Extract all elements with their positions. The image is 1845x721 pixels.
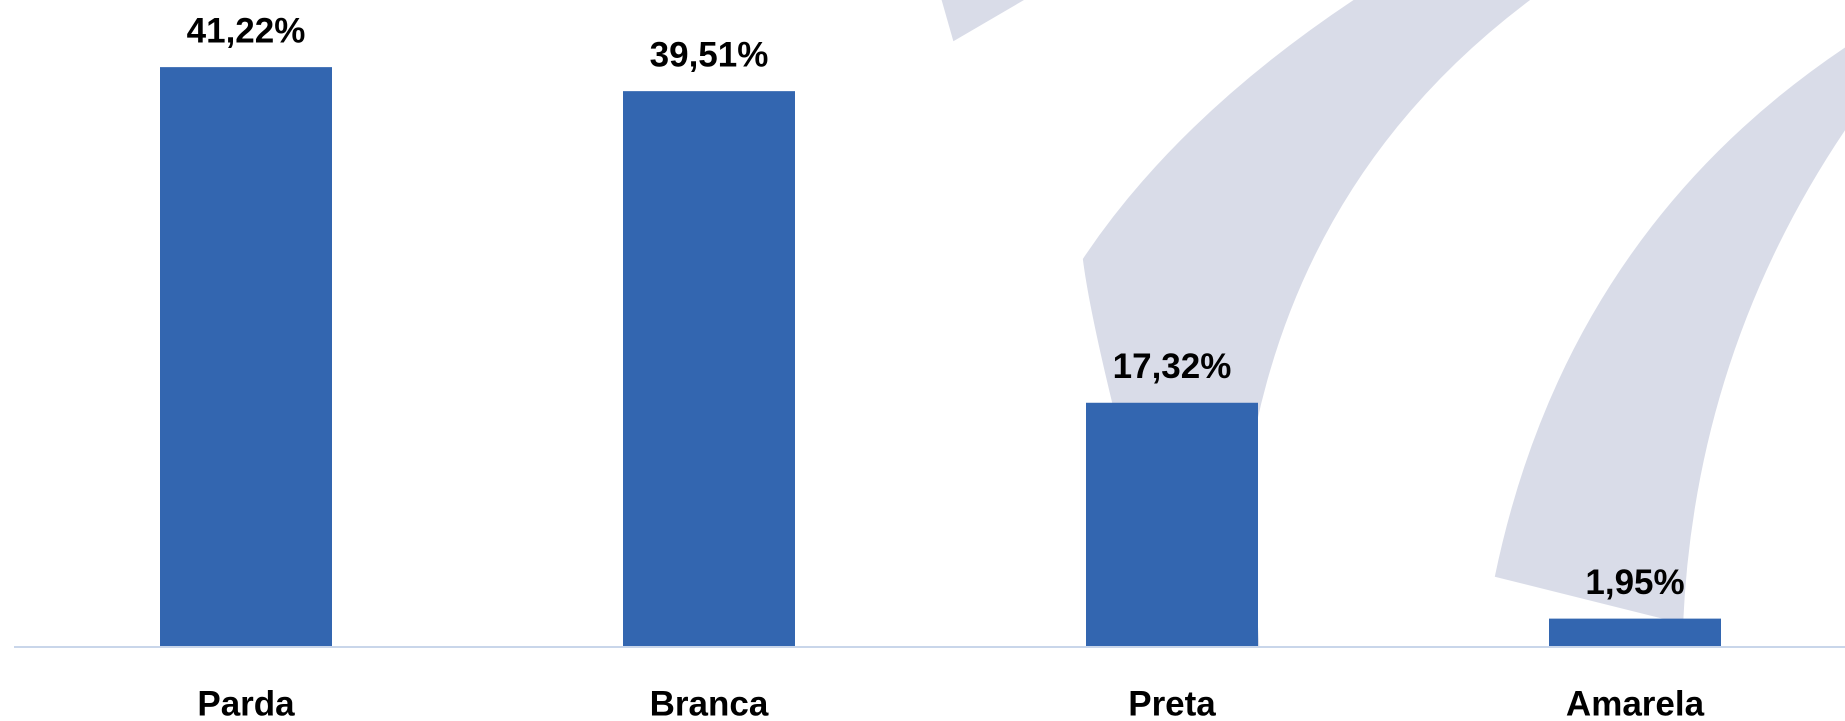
value-label: 41,22% — [187, 11, 306, 50]
value-label: 17,32% — [1113, 347, 1232, 386]
watermark-shape — [1494, 47, 1845, 624]
x-tick-label: Preta — [1128, 684, 1216, 721]
value-label: 1,95% — [1585, 563, 1684, 602]
watermark-shape — [941, 0, 1024, 42]
x-tick-label: Amarela — [1566, 684, 1705, 721]
x-tick-label: Parda — [197, 684, 295, 721]
value-label: 39,51% — [650, 35, 769, 74]
watermark — [941, 0, 1845, 648]
bar — [1549, 618, 1721, 646]
bar — [623, 91, 795, 647]
x-tick-label: Branca — [650, 684, 769, 721]
bar — [160, 67, 332, 647]
bar — [1086, 402, 1258, 646]
